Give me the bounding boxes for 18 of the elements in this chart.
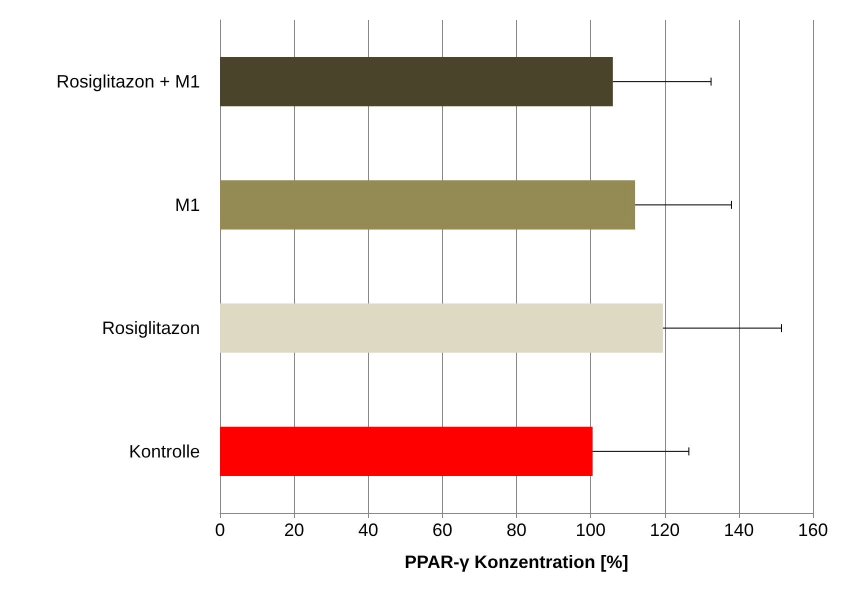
x-tick-label: 140 <box>724 520 754 540</box>
bar <box>220 56 613 106</box>
x-tick-label: 80 <box>506 520 527 540</box>
x-tick-label: 20 <box>284 520 304 540</box>
y-tick-label: Rosiglitazon <box>102 318 200 338</box>
bar <box>220 180 636 230</box>
y-tick-label: Kontrolle <box>128 441 200 462</box>
x-axis-title: PPAR-γ Konzentration [%] <box>404 552 628 572</box>
x-tick-label: 60 <box>432 520 452 540</box>
x-tick-label: 120 <box>650 520 680 540</box>
bar <box>220 426 592 476</box>
y-tick-label: M1 <box>174 194 200 215</box>
x-tick-label: 0 <box>214 520 226 540</box>
x-tick-label: 160 <box>798 520 828 540</box>
x-tick-label: 100 <box>576 520 606 540</box>
y-tick-label: Rosiglitazon + M1 <box>56 72 200 92</box>
x-tick-label: 40 <box>358 520 378 540</box>
bar <box>220 303 663 353</box>
